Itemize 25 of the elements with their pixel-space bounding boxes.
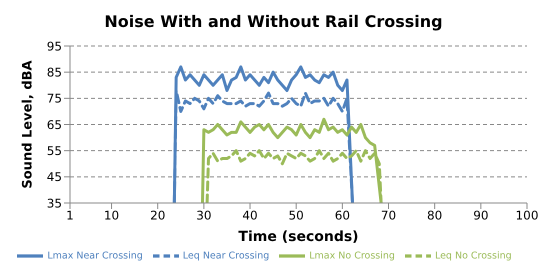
x-axis-title: Time (seconds) — [238, 229, 359, 245]
x-tick-label: 40 — [242, 208, 258, 223]
y-tick-label: 75 — [46, 92, 62, 106]
x-tick-label: 70 — [380, 208, 396, 223]
y-tick-label: 45 — [46, 170, 62, 184]
x-tick-label: 30 — [196, 208, 212, 223]
y-tick-label: 55 — [46, 144, 62, 158]
chart-title: Noise With and Without Rail Crossing — [103, 11, 444, 33]
y-tick-label: 65 — [46, 118, 62, 132]
x-tick-label: 10 — [104, 208, 120, 223]
x-tick-label: 20 — [150, 208, 166, 223]
legend-label: Lmax Near Crossing — [47, 250, 143, 262]
legend-label: Leq Near Crossing — [182, 250, 270, 262]
y-tick-label: 35 — [46, 196, 62, 210]
y-axis-title: Sound Level, dBA — [20, 60, 36, 189]
y-tick-label: 85 — [46, 65, 62, 80]
legend-label: Lmax No Crossing — [309, 250, 395, 262]
x-tick-label: 100 — [516, 208, 538, 223]
x-tick-label: 1 — [66, 208, 74, 223]
x-tick-label: 60 — [334, 208, 350, 223]
x-tick-label: 90 — [473, 208, 488, 223]
x-tick-label: 50 — [288, 208, 304, 223]
legend-label: Leq No Crossing — [434, 250, 512, 262]
x-tick-label: 80 — [427, 208, 442, 223]
y-tick-label: 95 — [46, 39, 62, 54]
